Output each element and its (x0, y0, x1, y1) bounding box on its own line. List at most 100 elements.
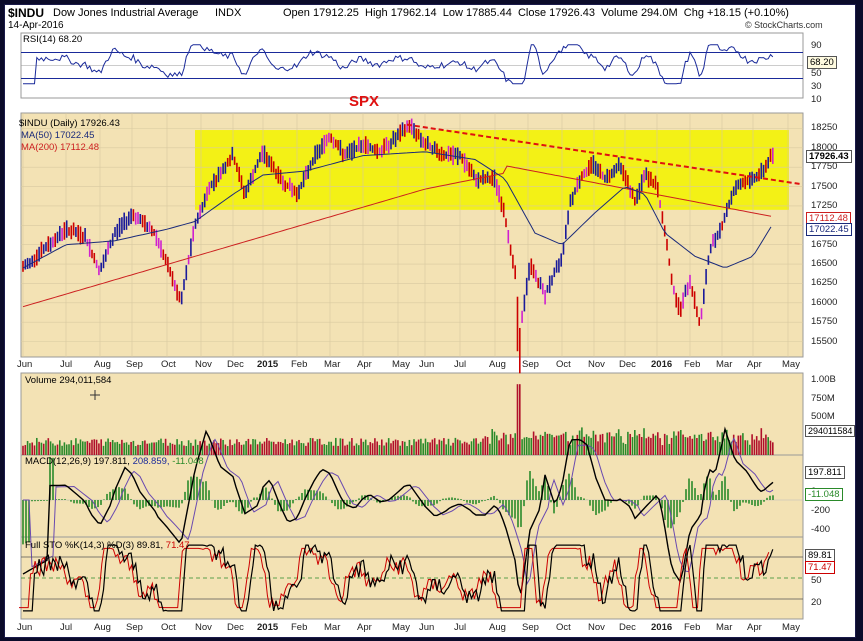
ma50-line (22, 151, 772, 269)
x-axis-label: Nov (588, 622, 605, 633)
price-tick: 18250 (811, 122, 838, 134)
macd-signal-line (23, 437, 774, 586)
chart-svg (19, 32, 804, 620)
price-tick: 15750 (811, 316, 838, 328)
x-axis-label: Aug (94, 622, 111, 633)
x-axis-label: Aug (489, 359, 506, 370)
chg-value: +18.15 (+0.10%) (707, 7, 789, 19)
x-axis-label: Apr (747, 622, 762, 633)
ma200-label: MA(200) 17112.48 (21, 142, 99, 153)
x-axis-label: Feb (684, 622, 701, 633)
close-value: 17926.43 (549, 7, 596, 19)
price-tick: 17500 (811, 180, 838, 192)
spx-annotation: SPX (349, 93, 380, 110)
volume-label: Volume (601, 7, 638, 19)
macd-label-c: -11.048 (172, 456, 204, 467)
open-value: 17912.25 (312, 7, 359, 19)
sto-tick: 50 (811, 575, 822, 586)
high-label: High (365, 7, 388, 19)
symbol: $INDU (8, 6, 45, 20)
macd-label: MACD(12,26,9) 197.811, 208.859, -11.048 (25, 456, 204, 467)
volume-value: 294.0M (640, 7, 678, 19)
x-axis-label: Apr (357, 359, 372, 370)
close-badge: 17926.43 (806, 150, 852, 163)
rsi-tick: 90 (811, 40, 822, 51)
x-axis-label: Dec (619, 359, 636, 370)
ma50-label: MA(50) 17022.45 (21, 130, 95, 141)
ma200-line (22, 165, 772, 308)
high-value: 17962.14 (390, 7, 437, 19)
x-axis-label: Dec (227, 622, 244, 633)
rsi-tick: 30 (811, 81, 822, 92)
volume-tick: 500M (811, 411, 835, 422)
volume-panel (20, 372, 804, 456)
ma50-badge: 17022.45 (806, 223, 852, 236)
copyright: © StockCharts.com (745, 20, 823, 30)
x-axis-label: May (392, 359, 410, 370)
x-axis-label: Mar (324, 359, 341, 370)
volume-badge: 294011584 (805, 425, 856, 437)
macd-label-b: 208.859, (132, 456, 170, 467)
price-title: $INDU (Daily) 17926.43 (19, 118, 120, 129)
rsi-label: RSI(14) 68.20 (23, 34, 83, 45)
low-value: 17885.44 (465, 7, 512, 19)
price-tick: 17250 (811, 199, 838, 211)
x-axis-label: Jun (419, 622, 435, 633)
x-axis-label: Feb (291, 622, 308, 633)
chart-date: 14-Apr-2016 (8, 20, 64, 31)
volume-label: Volume 294,011,584 (25, 375, 112, 386)
sto-k-line (23, 543, 774, 612)
index-name: Dow Jones Industrial Average (53, 7, 199, 19)
x-axis-label: Jul (454, 359, 467, 370)
sto-label-a: Full STO %K(14,3) %D(3) 89.81, (25, 540, 164, 551)
x-axis-label: Oct (161, 622, 176, 633)
sto-d-line (19, 547, 770, 609)
price-tick: 15500 (811, 335, 838, 347)
x-axis-label: Sep (522, 359, 539, 370)
x-axis-label: May (782, 622, 800, 633)
price-tick: 16500 (811, 258, 838, 270)
x-axis-label: Mar (324, 622, 341, 633)
macd-tick: -200 (811, 505, 831, 516)
price-tick: 17750 (811, 161, 838, 173)
x-axis-label: Oct (556, 622, 571, 633)
rsi-tick: 50 (811, 68, 822, 79)
volume-tick: 1.00B (811, 374, 836, 385)
price-tick: 18000 (811, 141, 838, 153)
x-axis-label: 2015 (257, 622, 279, 633)
x-axis-label: Sep (126, 622, 143, 633)
x-axis-label: Jul (60, 359, 73, 370)
x-axis-label: Jul (454, 622, 467, 633)
rsi-tick: 10 (811, 94, 822, 105)
x-axis-label: Dec (227, 359, 244, 370)
macd-hist-badge: -11.048 (805, 488, 843, 501)
x-axis-label: May (392, 622, 410, 633)
x-axis-label: Apr (747, 359, 762, 370)
x-axis-label: Nov (588, 359, 605, 370)
macd-tick: -400 (811, 524, 831, 535)
macd-label-a: MACD(12,26,9) 197.811, (25, 456, 130, 467)
chart-frame: $INDU Dow Jones Industrial Average INDX … (4, 4, 856, 638)
price-tick: 16750 (811, 238, 838, 250)
price-tick: 16000 (811, 296, 838, 308)
sto-tick: 20 (811, 597, 822, 608)
sto-label-b: 71.47 (165, 540, 190, 551)
x-axis-label: 2015 (257, 359, 279, 370)
open-label: Open (283, 7, 310, 19)
x-axis-label: Nov (195, 622, 212, 633)
close-label: Close (517, 7, 547, 19)
chg-label: Chg (683, 7, 704, 19)
x-axis-label: Jun (419, 359, 435, 370)
x-axis-label: Jun (17, 359, 33, 370)
x-axis-label: Jul (60, 622, 73, 633)
x-axis-label: Dec (619, 622, 636, 633)
x-axis-label: May (782, 359, 800, 370)
x-axis-label: Aug (489, 622, 506, 633)
x-axis-label: Jun (17, 622, 33, 633)
low-label: Low (442, 7, 463, 19)
x-axis-label: Mar (716, 622, 733, 633)
macd-line (22, 426, 774, 594)
exchange: INDX (215, 7, 242, 19)
spx-trendline (406, 123, 803, 186)
rsi-line (23, 44, 774, 85)
